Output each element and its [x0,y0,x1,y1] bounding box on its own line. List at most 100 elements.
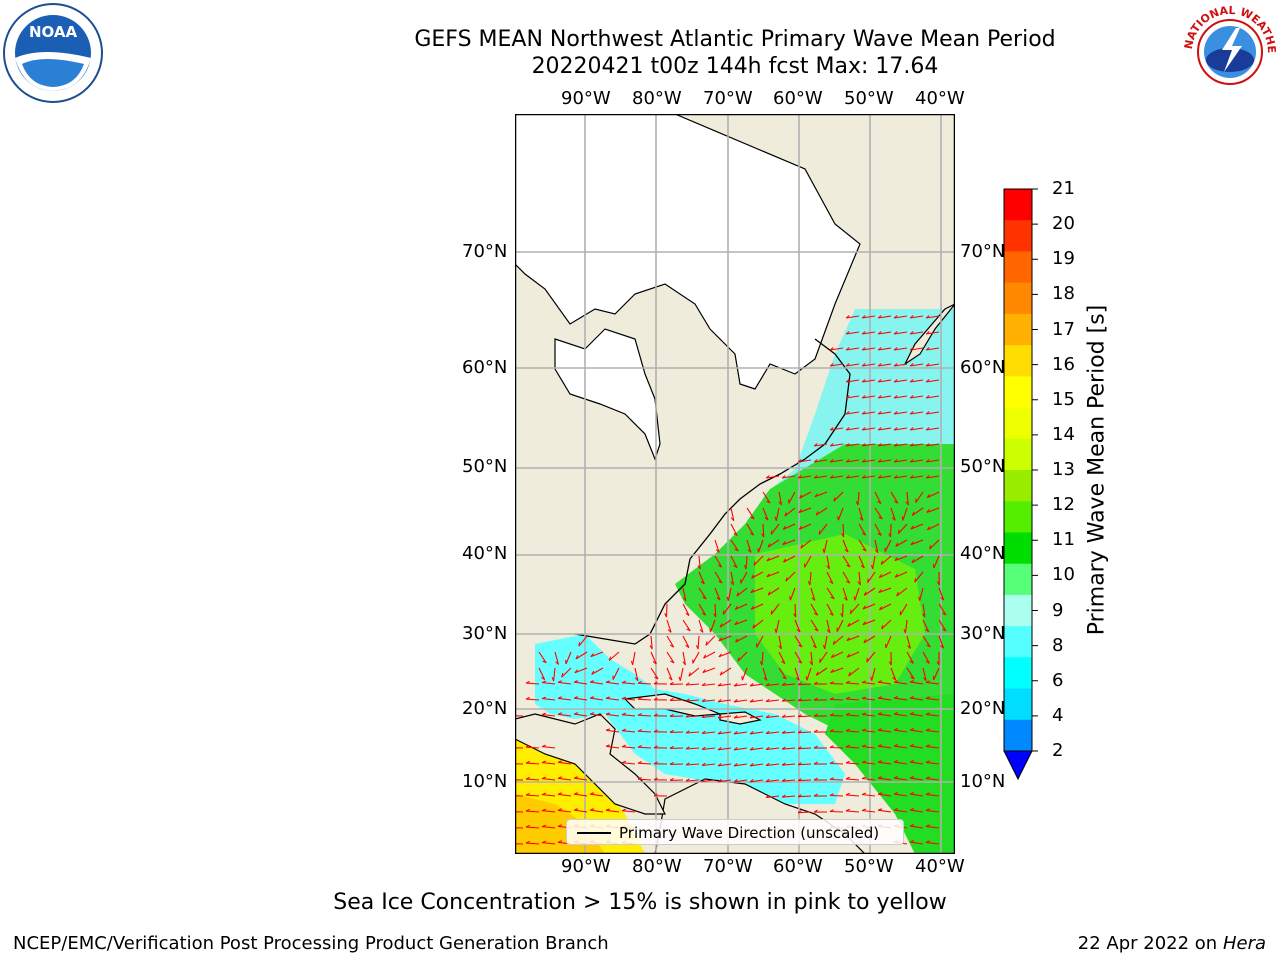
wave-arrow-head [799,494,803,499]
wave-arrow [894,443,908,447]
wave-arrow [830,459,844,463]
wave-arrow-head [767,543,771,548]
wave-arrow-head [670,644,674,648]
wave-arrow [845,682,860,685]
wave-arrow [718,699,732,703]
wave-arrow [894,761,908,765]
map-legend: Primary Wave Direction (unscaled) [566,819,904,845]
wave-arrow [794,635,803,648]
wave-arrow [637,698,652,701]
wave-arrow [750,731,764,735]
wave-arrow-head [713,613,717,618]
wave-arrow [782,683,796,686]
wave-arrow-head [765,778,770,783]
wave-arrow [847,619,860,627]
wave-arrow-head [822,644,826,649]
wave-arrow [854,587,860,601]
wave-arrow-head [781,714,786,718]
wave-arrow-head [525,744,530,748]
wave-arrow-head [678,676,681,681]
wave-arrow [784,507,796,517]
wave-arrow [718,715,732,719]
wave-arrow [782,795,796,798]
wave-arrow [727,587,732,601]
wave-arrow-head [909,379,914,383]
lon-label-bottom: 70°W [703,856,753,877]
wave-arrow-head [573,792,579,795]
wave-arrow [622,682,636,685]
wave-arrow-head [637,761,642,764]
wave-arrow-head [923,677,927,681]
colorbar-band [1004,719,1032,752]
wave-arrow-head [701,730,706,734]
wave-arrow [862,475,876,479]
wave-arrow-head [605,728,610,731]
wave-arrow-head [929,545,932,550]
wave-arrow [878,475,892,479]
wave-arrow-head [877,532,882,536]
wave-arrow-head [605,696,610,699]
wave-arrow [800,539,812,549]
wave-arrow [685,731,700,734]
wave-arrow-head [942,628,947,632]
wave-arrow [757,539,764,553]
wave-arrow-head [861,475,866,479]
wave-arrow-head [541,808,547,812]
wave-arrow [926,825,940,829]
wave-arrow [797,699,812,702]
wave-arrow-head [862,605,866,610]
wave-arrow-head [813,745,818,749]
wave-arrow [829,810,844,813]
wave-arrow [785,571,796,582]
wave-arrow [766,747,780,751]
lon-label-bottom: 60°W [773,856,823,877]
wave-arrow-head [717,730,722,735]
wave-arrow [922,651,930,664]
wave-arrow [846,443,860,447]
wave-arrow-head [717,714,722,719]
wave-arrow [797,683,812,686]
wave-arrow [637,746,652,749]
wave-arrow-head [909,475,914,479]
wave-arrow [858,523,867,536]
wave-arrow [778,667,787,680]
wave-arrow [837,507,844,521]
wave-arrow-head [832,640,836,645]
wave-arrow [832,635,844,645]
wave-arrow [858,571,861,585]
wave-arrow [574,681,588,685]
wave-arrow-head [940,645,944,649]
wave-arrow [797,779,812,782]
wave-arrow-head [811,597,816,601]
wave-arrow-head [781,698,786,702]
wave-arrow [878,443,892,447]
wave-arrow-head [894,573,898,578]
wave-arrow [762,523,765,538]
wave-arrow [637,730,652,733]
wave-arrow-head [826,565,830,570]
wave-arrow [826,603,834,616]
wave-arrow [746,523,755,536]
wave-arrow-head [765,714,770,719]
wave-arrow-head [909,395,914,399]
wave-arrow-head [525,840,530,844]
wave-arrow [910,347,924,351]
wave-arrow-head [796,629,801,633]
wave-arrow-head [853,596,856,601]
wave-arrow-head [893,347,898,351]
wave-arrow-head [637,713,642,716]
wave-arrow-head [877,363,882,367]
wave-arrow [702,699,716,703]
wave-arrow-head [589,712,595,715]
wave-arrow-head [589,792,595,795]
wave-arrow [878,315,892,319]
wave-arrow-head [699,629,704,633]
wave-arrow [878,713,892,717]
wave-arrow [608,651,620,661]
wave-arrow-head [888,533,892,538]
wave-arrow [858,539,867,552]
wave-arrow-head [925,459,930,463]
wave-arrow-head [905,501,909,506]
wave-arrow [846,651,860,658]
wave-arrow [894,395,908,399]
